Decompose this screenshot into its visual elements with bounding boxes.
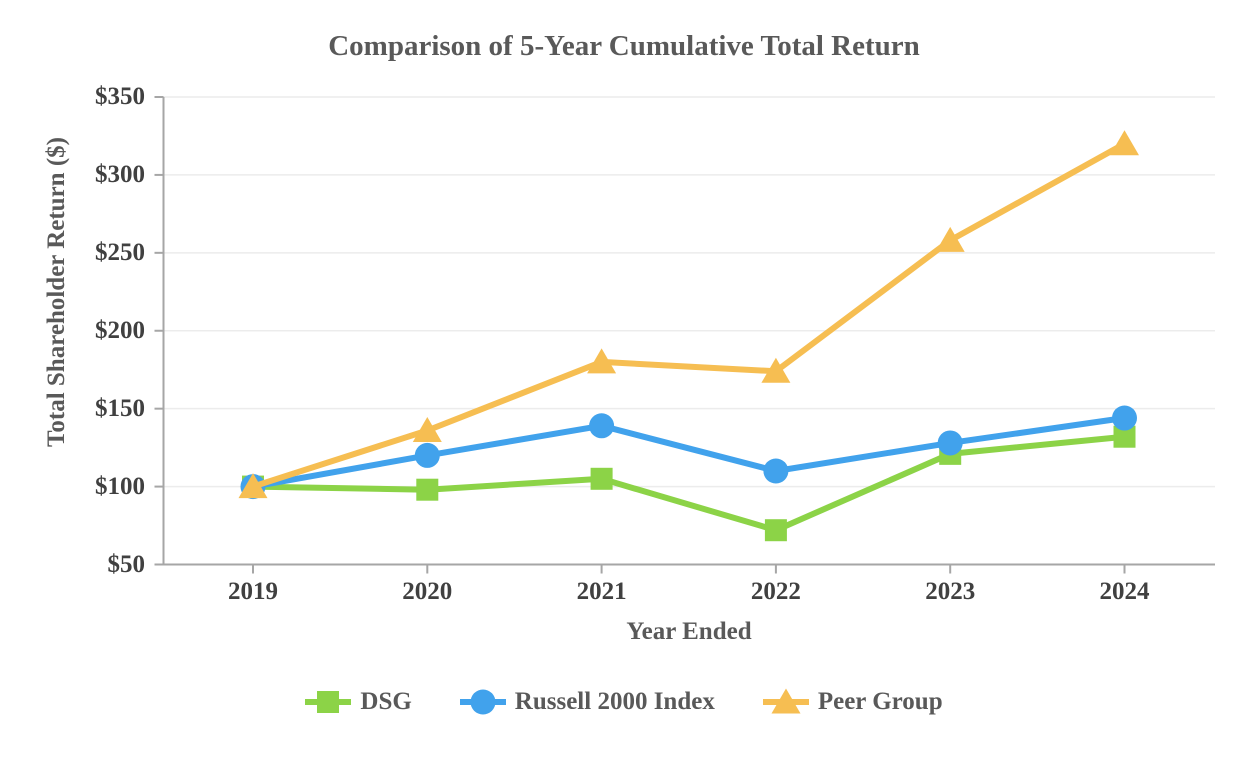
legend-label: Russell 2000 Index — [514, 688, 715, 715]
data-point-peer-group-2022 — [761, 357, 791, 383]
x-tick-label: 2024 — [1099, 578, 1150, 605]
legend-item-russell-2000-index: Russell 2000 Index — [459, 686, 715, 718]
x-tick-label: 2022 — [750, 578, 801, 605]
x-tick-label: 2020 — [402, 578, 453, 605]
x-axis-title: Year Ended — [626, 618, 752, 645]
series-line-dsg — [250, 433, 1128, 534]
series-line-peer-group — [250, 140, 1128, 490]
data-point-peer-group-2024 — [1110, 130, 1139, 156]
data-point-russell-2000-index-2021 — [589, 413, 615, 439]
y-tick-label: $50 — [107, 550, 146, 578]
y-tick-label: $250 — [95, 238, 145, 266]
x-tick-label: 2021 — [576, 578, 627, 605]
y-tick-label: $350 — [95, 83, 145, 110]
data-point-peer-group-2021 — [587, 348, 617, 374]
legend-marker-shape — [470, 689, 496, 715]
chart-title: Comparison of 5-Year Cumulative Total Re… — [328, 30, 920, 62]
data-point-peer-group-2020 — [412, 416, 442, 442]
legend-label: DSG — [360, 688, 412, 715]
y-tick-label: $150 — [95, 394, 145, 422]
data-point-dsg-2021 — [590, 467, 613, 490]
data-point-peer-group-2019 — [238, 473, 268, 499]
legend-marker-shape — [317, 691, 340, 713]
y-tick-label: $100 — [95, 472, 145, 500]
data-point-russell-2000-index-2020 — [414, 442, 440, 468]
legend-item-dsg: DSG — [305, 686, 412, 718]
legend-item-peer-group: Peer Group — [762, 686, 943, 718]
x-tick-label: 2023 — [925, 578, 976, 605]
data-point-peer-group-2023 — [935, 226, 965, 252]
y-tick-label: $300 — [95, 160, 145, 188]
legend-label: Peer Group — [817, 688, 943, 715]
data-point-dsg-2024 — [1113, 425, 1136, 448]
legend-marker-triangle-icon — [762, 688, 809, 714]
legend: DSG Russell 2000 Index Peer Group — [0, 686, 1248, 718]
data-point-russell-2000-index-2023 — [937, 430, 963, 456]
y-tick-label: $200 — [95, 316, 145, 344]
data-point-russell-2000-index-2022 — [763, 458, 789, 484]
series-line-russell-2000-index — [250, 415, 1128, 490]
data-point-dsg-2020 — [416, 478, 439, 501]
data-point-dsg-2022 — [764, 519, 787, 542]
x-tick-label: 2019 — [228, 578, 278, 605]
legend-marker-circle-icon — [459, 689, 506, 715]
legend-marker-shape — [771, 688, 801, 714]
legend-marker-square-icon — [305, 691, 352, 713]
data-point-russell-2000-index-2024 — [1112, 405, 1137, 431]
